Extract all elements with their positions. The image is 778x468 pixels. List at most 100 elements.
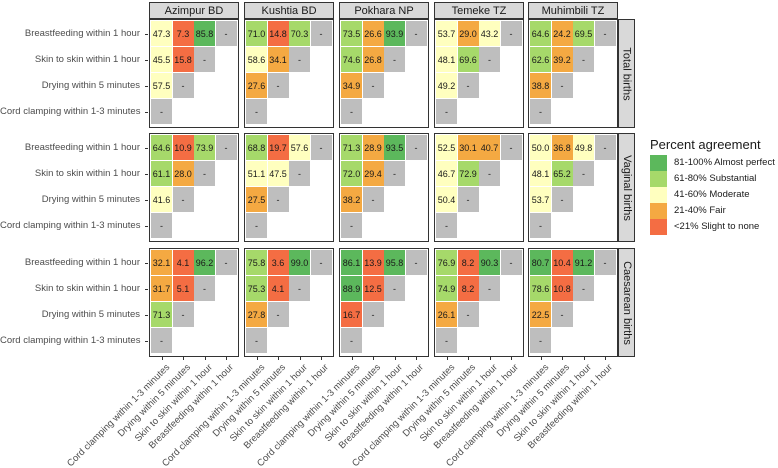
- heatmap-cell: 72.9: [457, 161, 479, 186]
- legend-swatch: [650, 155, 667, 171]
- heatmap-cell: 47.3: [151, 21, 172, 46]
- heatmap-cell-missing: -: [594, 21, 616, 46]
- heatmap-cell: 29.0: [457, 21, 479, 46]
- y-tick-label: Drying within 5 minutes: [41, 309, 140, 320]
- y-tick: [145, 315, 148, 316]
- y-tick-label: Cord clamping within 1-3 minutes: [0, 106, 141, 117]
- x-tick: [605, 357, 607, 360]
- heatmap-cell: 31.7: [151, 276, 172, 301]
- heatmap-cell: 19.7: [267, 135, 289, 160]
- heatmap-cell-missing: -: [479, 47, 500, 72]
- legend-title: Percent agreement: [650, 137, 761, 152]
- y-tick: [145, 112, 148, 113]
- heatmap-cell-missing: -: [362, 187, 384, 212]
- heatmap-cell: 85.8: [194, 21, 215, 46]
- heatmap-cell: 96.2: [194, 250, 215, 275]
- x-tick: [278, 357, 280, 360]
- heatmap-cell-missing: -: [479, 161, 500, 186]
- heatmap-cell: 86.1: [341, 250, 362, 275]
- heatmap-cell: 27.8: [246, 302, 267, 327]
- y-tick: [145, 200, 148, 201]
- heatmap-cell: 34.9: [341, 73, 362, 98]
- heatmap-cell: 48.1: [530, 161, 551, 186]
- heatmap-cell: 49.2: [436, 73, 457, 98]
- legend-label: 81-100% Almost perfect: [674, 157, 775, 168]
- x-tick: [489, 357, 491, 360]
- legend-swatch: [650, 203, 667, 219]
- heatmap-cell: 53.7: [530, 187, 551, 212]
- heatmap-cell: 4.1: [172, 250, 194, 275]
- heatmap-cell-missing: -: [310, 135, 332, 160]
- heatmap-cell: 75.8: [246, 250, 267, 275]
- facet-column-strip: Kushtia BD: [244, 2, 334, 19]
- heatmap-cell: 74.9: [436, 276, 457, 301]
- heatmap-cell-missing: -: [246, 328, 267, 353]
- y-tick: [145, 263, 148, 264]
- heatmap-cell-missing: -: [457, 187, 479, 212]
- heatmap-cell: 76.9: [436, 250, 457, 275]
- x-tick: [583, 357, 585, 360]
- y-tick: [145, 86, 148, 87]
- heatmap-cell-missing: -: [267, 302, 289, 327]
- heatmap-cell: 80.7: [530, 250, 551, 275]
- y-tick-label: Cord clamping within 1-3 minutes: [0, 220, 141, 231]
- heatmap-cell: 34.1: [267, 47, 289, 72]
- legend-swatch: [650, 171, 667, 187]
- heatmap-cell-missing: -: [289, 161, 310, 186]
- x-tick: [416, 357, 418, 360]
- heatmap-cell: 75.3: [246, 276, 267, 301]
- heatmap-cell: 50.4: [436, 187, 457, 212]
- legend-label: 41-60% Moderate: [674, 189, 750, 200]
- y-tick-label: Breastfeeding within 1 hour: [24, 257, 140, 268]
- legend-label: 61-80% Substantial: [674, 173, 757, 184]
- legend-label: <21% Slight to none: [674, 221, 760, 232]
- x-tick: [511, 357, 513, 360]
- heatmap-cell: 10.4: [551, 250, 573, 275]
- y-tick: [145, 289, 148, 290]
- heatmap-cell: 7.3: [172, 21, 194, 46]
- heatmap-cell: 45.5: [151, 47, 172, 72]
- heatmap-cell: 29.4: [362, 161, 384, 186]
- heatmap-cell: 93.9: [384, 21, 405, 46]
- heatmap-cell: 22.5: [530, 302, 551, 327]
- heatmap-cell: 49.8: [573, 135, 594, 160]
- facet-row-strip: Total births: [618, 19, 635, 128]
- heatmap-cell: 38.8: [530, 73, 551, 98]
- facet-row-label: Vaginal births: [620, 154, 633, 221]
- heatmap-cell: 51.1: [246, 161, 267, 186]
- heatmap-cell: 78.6: [530, 276, 551, 301]
- heatmap-cell-missing: -: [594, 135, 616, 160]
- heatmap-cell-missing: -: [194, 161, 215, 186]
- heatmap-cell: 28.9: [362, 135, 384, 160]
- heatmap-cell: 52.5: [436, 135, 457, 160]
- heatmap-cell-missing: -: [551, 73, 573, 98]
- heatmap-cell: 32.1: [151, 250, 172, 275]
- heatmap-cell-missing: -: [267, 187, 289, 212]
- facet-row-strip: Caesarean births: [618, 248, 635, 357]
- heatmap-cell: 91.2: [573, 250, 594, 275]
- heatmap-cell-missing: -: [289, 276, 310, 301]
- heatmap-cell-missing: -: [215, 250, 237, 275]
- x-tick: [256, 357, 258, 360]
- heatmap-cell: 41.6: [151, 187, 172, 212]
- heatmap-cell-missing: -: [500, 21, 522, 46]
- heatmap-cell-missing: -: [405, 250, 427, 275]
- heatmap-cell-missing: -: [551, 187, 573, 212]
- heatmap-cell: 4.1: [267, 276, 289, 301]
- heatmap-cell: 43.2: [479, 21, 500, 46]
- heatmap-cell: 27.6: [246, 73, 267, 98]
- heatmap-cell: 93.5: [384, 135, 405, 160]
- heatmap-cell: 95.8: [384, 250, 405, 275]
- y-tick: [145, 174, 148, 175]
- heatmap-cell: 40.7: [479, 135, 500, 160]
- heatmap-cell: 53.7: [436, 21, 457, 46]
- facet-column-strip: Muhimbili TZ: [528, 2, 618, 19]
- heatmap-cell: 46.7: [436, 161, 457, 186]
- heatmap-cell: 12.5: [362, 276, 384, 301]
- heatmap-cell: 26.8: [362, 47, 384, 72]
- heatmap-cell-missing: -: [436, 328, 457, 353]
- x-tick: [161, 357, 163, 360]
- heatmap-cell: 26.6: [362, 21, 384, 46]
- heatmap-cell: 8.2: [457, 250, 479, 275]
